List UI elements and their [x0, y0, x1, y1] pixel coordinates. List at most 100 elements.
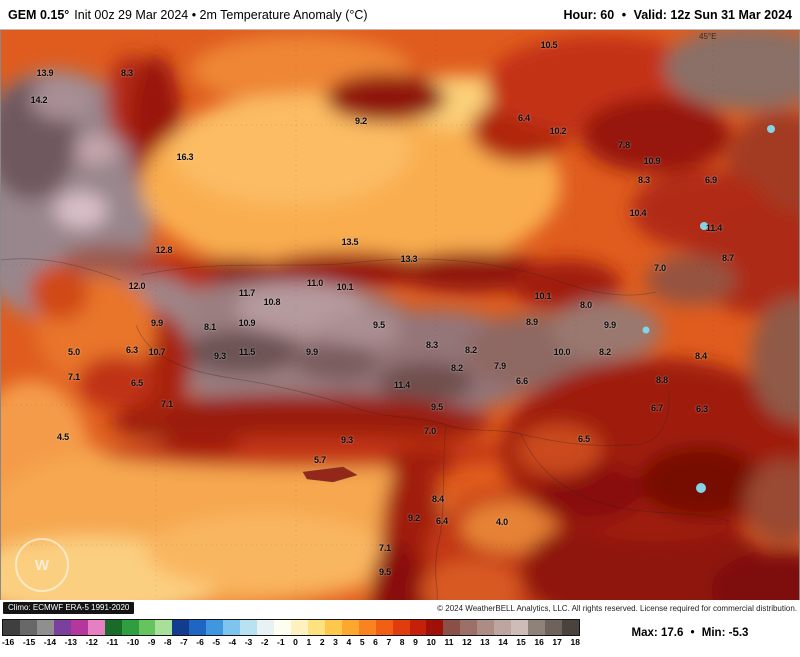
max-label: Max: — [631, 627, 658, 639]
colorbar-segment — [138, 620, 156, 635]
map-value-label: 5.0 — [68, 347, 80, 357]
colorbar-segment — [409, 620, 427, 635]
colorbar-segment — [3, 620, 20, 635]
map-value-label: 11.5 — [238, 347, 256, 357]
colorbar-tick: 14 — [498, 637, 508, 647]
map-value-label: 10.9 — [238, 318, 256, 328]
colorbar-segment — [172, 620, 190, 635]
map-value-label: 9.9 — [151, 318, 163, 328]
min-value: -5.3 — [728, 627, 749, 639]
map-value-label: 6.4 — [518, 113, 530, 123]
min-label: Min: — [701, 627, 726, 639]
map-value-label: 7.0 — [424, 426, 436, 436]
map-value-label: 12.0 — [128, 281, 146, 291]
attribution-bar: Climo: ECMWF ERA-5 1991-2020 © 2024 Weat… — [0, 600, 800, 616]
colorbar-tick: 2 — [319, 637, 325, 647]
map-value-label: 8.8 — [656, 375, 668, 385]
map-value-label: 12.8 — [155, 245, 173, 255]
colorbar-segment — [561, 620, 579, 635]
map-value-label: 13.9 — [36, 68, 54, 78]
colorbar-tick: -7 — [180, 637, 188, 647]
map-value-label: 4.0 — [496, 517, 508, 527]
colorbar-tick: -15 — [22, 637, 36, 647]
map-value-label: 9.5 — [431, 402, 443, 412]
map-value-label: 10.1 — [534, 291, 552, 301]
map-value-label: 8.4 — [695, 351, 707, 361]
map-value-label: 8.2 — [451, 363, 463, 373]
map-value-label: 8.3 — [426, 340, 438, 350]
colorbar-segment — [274, 620, 291, 635]
map-canvas: 10.5 13.9 8.3 14.2 6.4 9.2 10.2 7.8 16.3 10.9 8.3 6… — [0, 30, 800, 600]
map-value-label: 9.3 — [214, 351, 226, 361]
colorbar: -16 -15 -14 -13 -12 -11 -10 -9 -8 -7 -6 -5 -4 -3 -2 -1 0… — [2, 619, 580, 647]
legend-bar: -16 -15 -14 -13 -12 -11 -10 -9 -8 -7 -6 -5 -4 -3 -2 -1 0… — [0, 616, 800, 657]
colorbar-segment — [307, 620, 325, 635]
valid-label: Valid: — [633, 7, 667, 22]
colorbar-tick: 3 — [333, 637, 338, 647]
colorbar-segment — [155, 620, 173, 635]
map-value-label: 9.9 — [306, 347, 318, 357]
colorbar-segment — [443, 620, 461, 635]
colorbar-tick: 16 — [534, 637, 544, 647]
model-name: GEM 0.15° — [8, 7, 70, 22]
map-value-label: 8.3 — [638, 175, 650, 185]
map-subtitle: Init 00z 29 Mar 2024 • 2m Temperature An… — [74, 7, 368, 22]
map-value-label: 9.9 — [604, 320, 616, 330]
map-value-label: 10.7 — [148, 347, 166, 357]
map-value-label: 6.7 — [651, 403, 663, 413]
map-value-label: 13.5 — [341, 237, 359, 247]
colorbar-segment — [290, 620, 308, 635]
colorbar-tick: -11 — [106, 637, 119, 647]
map-value-label: 9.3 — [341, 435, 353, 445]
map-value-label: 7.0 — [654, 263, 666, 273]
valid-value: 12z Sun 31 Mar 2024 — [670, 7, 792, 22]
map-value-label: 8.2 — [465, 345, 477, 355]
map-value-label: 9.5 — [373, 320, 385, 330]
map-value-label: 8.1 — [204, 322, 216, 332]
map-value-label: 8.4 — [432, 494, 444, 504]
map-value-label: 6.6 — [516, 376, 528, 386]
colorbar-segment — [240, 620, 258, 635]
map-value-label: 8.0 — [580, 300, 592, 310]
map-value-label: 4.5 — [57, 432, 69, 442]
watermark-letter: W — [34, 556, 50, 574]
colorbar-tick: 4 — [346, 637, 352, 647]
map-value-label: 8.9 — [526, 317, 538, 327]
map-value-label: 7.1 — [68, 372, 80, 382]
colorbar-tick: -14 — [43, 637, 57, 647]
map-value-label: 7.1 — [161, 399, 173, 409]
colorbar-segment — [70, 620, 88, 635]
colorbar-segment — [545, 620, 562, 635]
separator-dot: • — [621, 7, 627, 22]
map-value-label: 7.9 — [494, 361, 506, 371]
hour-value: 60 — [600, 7, 615, 22]
colorbar-segment — [53, 620, 71, 635]
map-value-label: 11.4 — [705, 223, 723, 233]
map-value-label: 9.5 — [379, 567, 391, 577]
colorbar-tick: 8 — [399, 637, 405, 647]
map-title: GEM 0.15° Init 00z 29 Mar 2024 • 2m Tempe… — [8, 8, 368, 22]
map-value-label: 9.2 — [355, 116, 367, 126]
forecast-hour-valid: Hour: 60 • Valid: 12z Sun 31 Mar 2024 — [563, 8, 792, 22]
colorbar-tick: 0 — [293, 637, 298, 647]
map-value-label: 6.4 — [436, 516, 448, 526]
map-value-label: 11.0 — [306, 278, 324, 288]
map-value-label: 10.0 — [553, 347, 571, 357]
colorbar-tick: -3 — [244, 637, 253, 647]
colorbar-segment — [19, 620, 37, 635]
colorbar-tick: -9 — [147, 637, 156, 647]
colorbar-tick: 17 — [552, 637, 562, 647]
longitude-label: 45°E — [699, 32, 717, 41]
separator-dot: • — [690, 627, 695, 639]
map-value-label: 8.7 — [722, 253, 734, 263]
colorbar-tick: -16 — [2, 637, 15, 647]
country-borders — [1, 258, 732, 600]
lake-markers — [642, 125, 775, 493]
colorbar-segment — [87, 620, 105, 635]
map-value-label: 6.9 — [705, 175, 717, 185]
colorbar-segment — [257, 620, 274, 635]
map-value-label: 10.8 — [263, 297, 281, 307]
colorbar-tick: -5 — [212, 637, 220, 647]
map-value-label: 10.9 — [643, 156, 661, 166]
colorbar-segment — [36, 620, 54, 635]
